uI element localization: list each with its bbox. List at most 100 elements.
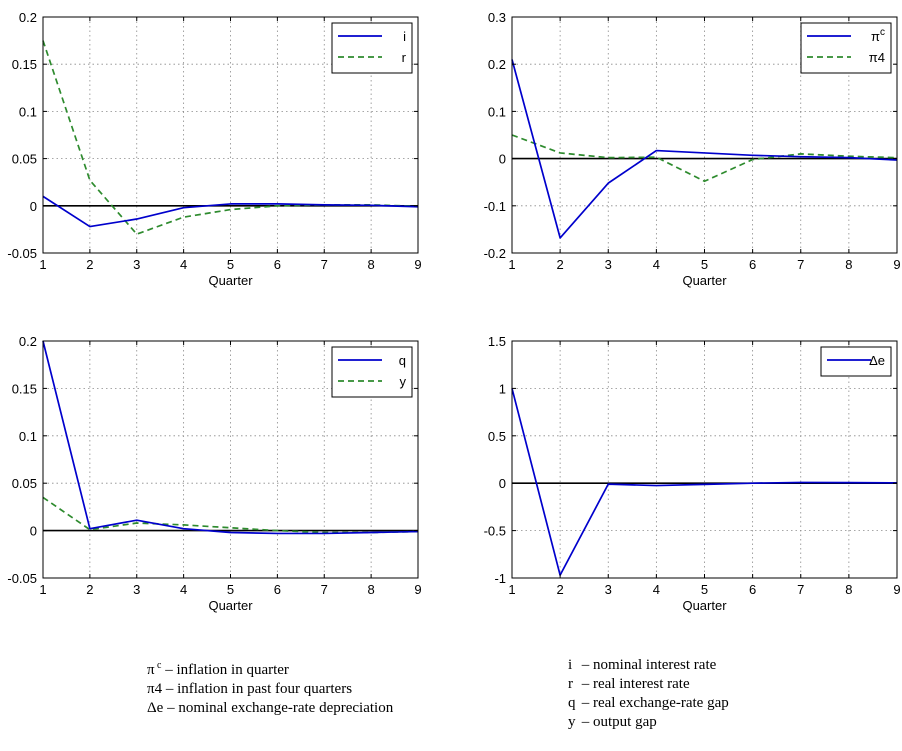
y-tick-label: 0 — [499, 476, 506, 491]
note-text: – inflation in past four quarters — [162, 681, 353, 697]
y-tick-label: -0.05 — [7, 246, 37, 261]
series-line-2 — [511, 134, 898, 183]
x-tick-label: 1 — [508, 257, 515, 272]
note-text: – output gap — [578, 714, 657, 730]
y-tick-label: 0.05 — [12, 476, 37, 491]
note-symbol: r — [568, 676, 573, 692]
y-tick-label: 1.5 — [488, 334, 506, 349]
x-tick-label: 1 — [39, 257, 46, 272]
legend-label: Δe — [869, 353, 885, 368]
note-line: r – real interest rate — [568, 675, 729, 694]
x-tick-label: 2 — [86, 257, 93, 272]
legend: Δe — [820, 346, 892, 377]
note-symbol: Δe — [147, 700, 164, 716]
y-tick-label: 0.1 — [488, 104, 506, 119]
x-tick-label: 2 — [557, 582, 564, 597]
x-tick-label: 2 — [557, 257, 564, 272]
legend-box — [331, 22, 413, 74]
legend-label: πc — [871, 27, 885, 44]
x-tick-label: 4 — [653, 257, 660, 272]
legend-notes-right: i – nominal interest rate r – real intere… — [568, 656, 729, 732]
note-text: – nominal interest rate — [578, 657, 717, 673]
x-tick-label: 6 — [749, 582, 756, 597]
y-tick-label: 0.05 — [12, 152, 37, 167]
legend-box — [331, 346, 413, 398]
x-tick-label: 2 — [86, 582, 93, 597]
note-symbol: π — [147, 662, 155, 678]
legend-box — [820, 346, 892, 377]
legend: πc π4 — [800, 22, 892, 74]
note-line: π4 – inflation in past four quarters — [147, 680, 393, 699]
x-tick-label: 9 — [893, 582, 900, 597]
y-tick-label: -0.2 — [484, 246, 506, 261]
x-tick-label: 5 — [227, 582, 234, 597]
y-tick-label: 0.3 — [488, 10, 506, 25]
x-tick-label: 5 — [227, 257, 234, 272]
note-line: Δe – nominal exchange-rate depreciation — [147, 699, 393, 718]
x-tick-label: 5 — [701, 257, 708, 272]
chart-panel-4: 1 2 3 4 5 6 7 8 9 -1 -0.5 0 0.5 1 1.5 Quarter Δe — [484, 334, 901, 613]
x-axis-label: Quarter — [682, 598, 727, 613]
y-tick-label: 0 — [30, 199, 37, 214]
x-tick-label: 7 — [797, 582, 804, 597]
x-tick-label: 4 — [180, 257, 187, 272]
x-axis-label: Quarter — [208, 598, 253, 613]
y-tick-label: 0.15 — [12, 381, 37, 396]
x-tick-label: 9 — [414, 257, 421, 272]
legend-label: y — [400, 374, 407, 389]
series-line-1 — [42, 195, 419, 228]
y-tick-label: 0.2 — [19, 10, 37, 25]
chart-panel-2: 1 2 3 4 5 6 7 8 9 -0.2 -0.1 0 0.1 0.2 0.3 Quarter πc π4 — [484, 10, 901, 288]
y-tick-label: 0.2 — [488, 57, 506, 72]
x-tick-label: 9 — [414, 582, 421, 597]
note-symbol: q — [568, 695, 576, 711]
y-tick-label: 0.2 — [19, 334, 37, 349]
y-tick-label: 0 — [499, 152, 506, 167]
x-tick-label: 8 — [845, 582, 852, 597]
x-tick-label: 6 — [274, 257, 281, 272]
x-tick-label: 3 — [605, 257, 612, 272]
y-tick-label: 0 — [30, 524, 37, 539]
x-tick-label: 1 — [39, 582, 46, 597]
y-tick-label: 0.5 — [488, 429, 506, 444]
x-tick-label: 4 — [653, 582, 660, 597]
note-line: i – nominal interest rate — [568, 656, 729, 675]
series-line-1 — [511, 388, 898, 577]
note-line: y – output gap — [568, 713, 729, 732]
note-text: – real exchange-rate gap — [578, 695, 729, 711]
note-superscript: c — [157, 660, 162, 671]
legend-label: r — [402, 50, 407, 65]
legend: ir — [331, 22, 413, 74]
x-tick-label: 1 — [508, 582, 515, 597]
x-axis-label: Quarter — [208, 273, 253, 288]
chart-panel-3: 1 2 3 4 5 6 7 8 9 -0.05 0 0.05 0.1 0.15 0.2 Quarter qy — [7, 334, 421, 613]
x-tick-label: 6 — [274, 582, 281, 597]
x-tick-label: 7 — [321, 257, 328, 272]
note-text: – inflation in quarter — [161, 662, 289, 678]
legend-box — [800, 22, 892, 74]
legend-label: q — [399, 353, 406, 368]
x-tick-label: 8 — [368, 582, 375, 597]
note-text: – nominal exchange-rate depreciation — [163, 700, 394, 716]
x-tick-label: 3 — [133, 257, 140, 272]
note-symbol: π4 — [147, 681, 163, 697]
x-tick-label: 7 — [797, 257, 804, 272]
y-tick-label: -1 — [494, 571, 506, 586]
x-tick-label: 5 — [701, 582, 708, 597]
y-tick-label: -0.05 — [7, 571, 37, 586]
x-tick-label: 9 — [893, 257, 900, 272]
series-line-1 — [42, 340, 419, 535]
y-tick-label: -0.1 — [484, 199, 506, 214]
x-tick-label: 3 — [133, 582, 140, 597]
x-tick-label: 4 — [180, 582, 187, 597]
y-tick-label: -0.5 — [484, 524, 506, 539]
x-tick-label: 7 — [321, 582, 328, 597]
x-tick-label: 8 — [368, 257, 375, 272]
x-tick-label: 6 — [749, 257, 756, 272]
x-axis-label: Quarter — [682, 273, 727, 288]
y-tick-label: 1 — [499, 381, 506, 396]
note-line: q – real exchange-rate gap — [568, 694, 729, 713]
y-tick-label: 0.15 — [12, 57, 37, 72]
